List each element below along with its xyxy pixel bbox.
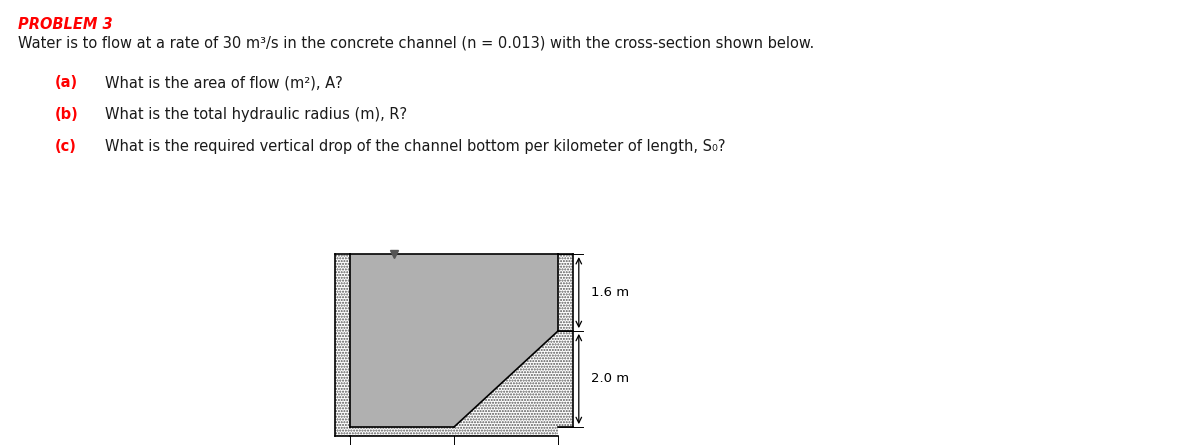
Text: (b): (b)	[55, 107, 79, 122]
Polygon shape	[336, 254, 350, 436]
Text: What is the area of flow (m²), A?: What is the area of flow (m²), A?	[106, 75, 343, 90]
Text: PROBLEM 3: PROBLEM 3	[18, 17, 113, 32]
Text: (a): (a)	[55, 75, 78, 90]
Text: What is the total hydraulic radius (m), R?: What is the total hydraulic radius (m), …	[106, 107, 407, 122]
Text: 1.6 m: 1.6 m	[590, 286, 629, 299]
Text: Water is to flow at a rate of 30 m³/s in the concrete channel (n = 0.013) with t: Water is to flow at a rate of 30 m³/s in…	[18, 35, 815, 50]
Text: (c): (c)	[55, 139, 77, 154]
Polygon shape	[350, 427, 558, 436]
Polygon shape	[454, 331, 558, 427]
Text: 2.0 m: 2.0 m	[590, 372, 629, 385]
Text: What is the required vertical drop of the channel bottom per kilometer of length: What is the required vertical drop of th…	[106, 139, 726, 154]
Polygon shape	[558, 254, 572, 427]
Polygon shape	[350, 254, 558, 427]
